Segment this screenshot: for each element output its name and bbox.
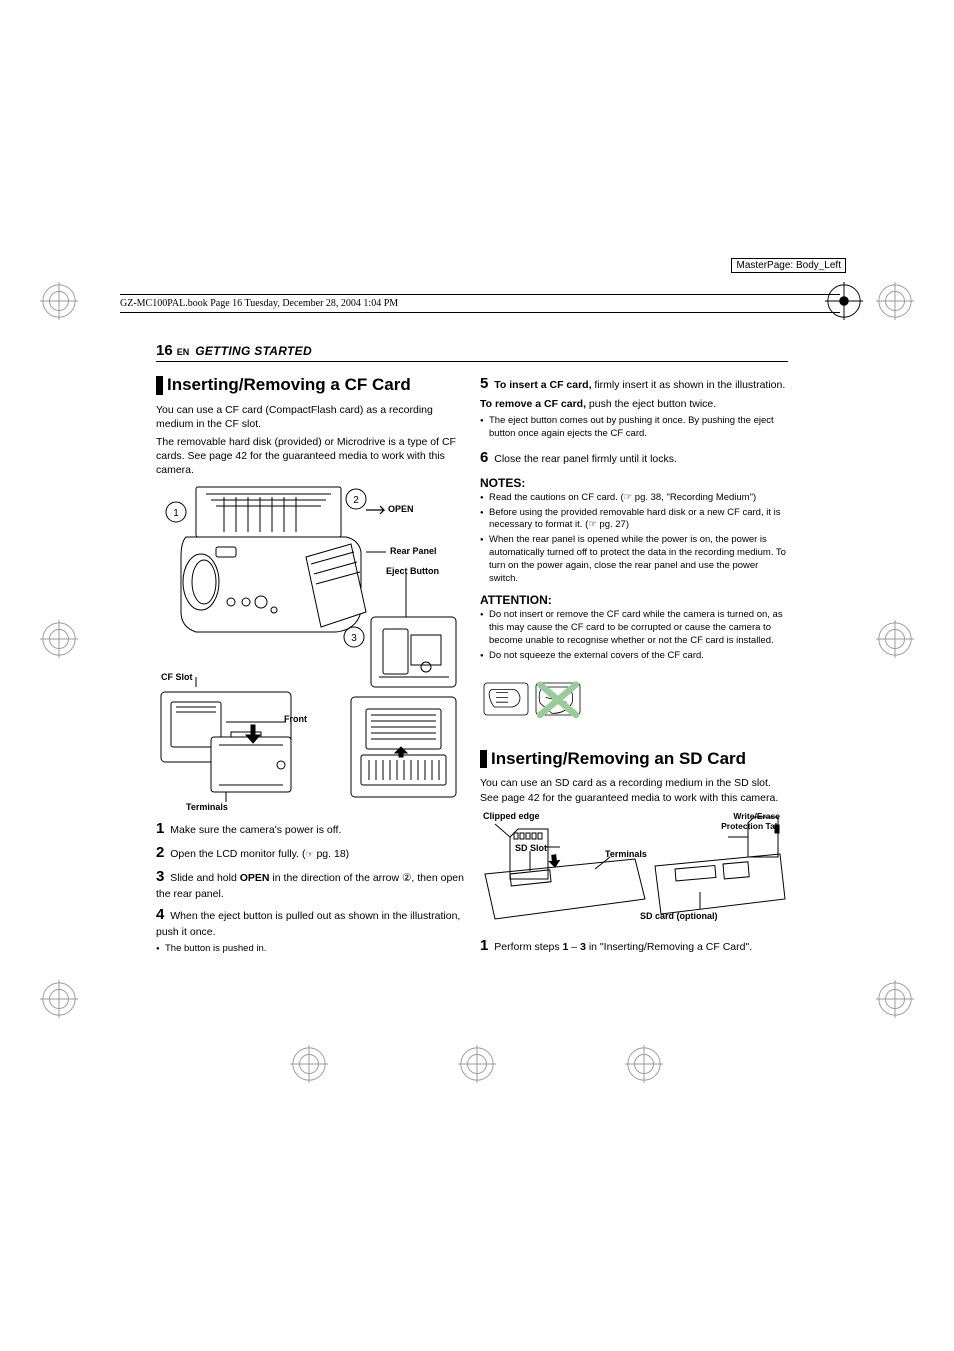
cf-step-1: 1 Make sure the camera's power is off. (156, 818, 464, 839)
sd-intro: You can use an SD card as a recording me… (480, 776, 788, 804)
crop-mark (458, 1045, 496, 1083)
cf-step-5: 5 To insert a CF card, firmly insert it … (480, 373, 788, 394)
crop-mark (876, 980, 914, 1018)
crop-mark (290, 1045, 328, 1083)
crop-mark (40, 620, 78, 658)
label-sd-card: SD card (optional) (640, 911, 718, 921)
attention-heading: ATTENTION: (480, 593, 788, 607)
svg-text:1: 1 (173, 508, 179, 519)
svg-text:2: 2 (353, 495, 359, 506)
svg-text:3: 3 (351, 633, 357, 644)
cf-step-5-bullets: The eject button comes out by pushing it… (480, 415, 788, 441)
cf-step-4: 4 When the eject button is pulled out as… (156, 904, 464, 940)
label-open: OPEN (388, 504, 414, 514)
sd-title: Inserting/Removing an SD Card (480, 750, 788, 769)
book-info: GZ-MC100PAL.book Page 16 Tuesday, Decemb… (120, 294, 840, 313)
cf-intro-1: You can use a CF card (CompactFlash card… (156, 403, 464, 431)
cf-step-6: 6 Close the rear panel firmly until it l… (480, 447, 788, 468)
left-column: Inserting/Removing a CF Card You can use… (156, 370, 464, 962)
label-sd-slot: SD Slot (515, 843, 547, 853)
label-front: Front (284, 714, 307, 724)
content-area: 16 EN GETTING STARTED Inserting/Removing… (156, 342, 788, 962)
cf-intro-2: The removable hard disk (provided) or Mi… (156, 435, 464, 478)
cf-step-5-remove: To remove a CF card, push the eject butt… (480, 397, 788, 411)
section-title: GETTING STARTED (195, 344, 312, 358)
crop-mark (876, 620, 914, 658)
label-eject-button: Eject Button (386, 566, 439, 576)
master-page-label: MasterPage: Body_Left (731, 258, 846, 273)
cf-step-2: 2 Open the LCD monitor fully. (☞ pg. 18) (156, 842, 464, 863)
right-column: 5 To insert a CF card, firmly insert it … (480, 370, 788, 962)
label-rear-panel: Rear Panel (390, 546, 437, 556)
page-number: 16 (156, 342, 173, 359)
crop-mark (876, 282, 914, 320)
columns: Inserting/Removing a CF Card You can use… (156, 370, 788, 962)
label-terminals: Terminals (186, 802, 228, 812)
crop-mark (40, 980, 78, 1018)
label-write-erase-2: Protection Tab (721, 821, 780, 831)
cf-step-4-bullets: The button is pushed in. (156, 943, 464, 956)
label-cf-slot: CF Slot (161, 672, 193, 682)
cf-step-3: 3 Slide and hold OPEN in the direction o… (156, 866, 464, 902)
notes-list: Read the cautions on CF card. (☞ pg. 38,… (480, 492, 788, 586)
lang-tag: EN (177, 347, 190, 357)
page-header: 16 EN GETTING STARTED (156, 342, 788, 362)
cf-title: Inserting/Removing a CF Card (156, 376, 464, 395)
cf-diagram: 1 2 (156, 482, 464, 812)
label-write-erase-1: Write/Erase (733, 811, 780, 821)
sd-step-1: 1 Perform steps 1 – 3 in "Inserting/Remo… (480, 935, 788, 956)
sd-diagram: Clipped edge Write/Erase Protection Tab … (480, 809, 788, 929)
crop-mark (625, 1045, 663, 1083)
manual-page: MasterPage: Body_Left GZ-MC100PAL.book P… (0, 0, 954, 1351)
crop-mark (40, 282, 78, 320)
notes-heading: NOTES: (480, 476, 788, 490)
label-clipped-edge: Clipped edge (483, 811, 540, 821)
squeeze-warning-diagram (480, 669, 640, 729)
label-sd-terminals: Terminals (605, 849, 647, 859)
attention-list: Do not insert or remove the CF card whil… (480, 609, 788, 662)
